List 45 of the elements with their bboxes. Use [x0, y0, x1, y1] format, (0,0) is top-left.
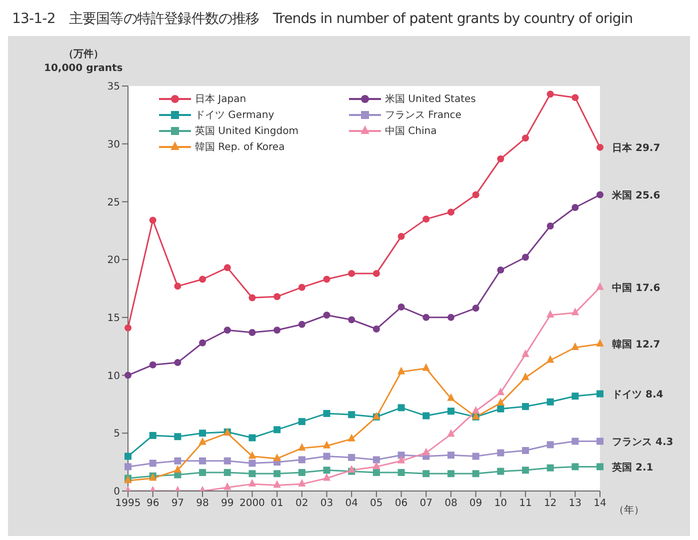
x-tick-label: 1995 — [115, 498, 141, 510]
annotation: 英国 2.1 — [611, 461, 654, 474]
y-tick-label: 0 — [114, 486, 120, 498]
x-tick-label: 03 — [320, 498, 334, 510]
x-tick-label: 12 — [544, 498, 557, 510]
x-tick-label: 11 — [519, 498, 532, 510]
x-tick-label: 06 — [394, 498, 408, 510]
x-tick-label: 96 — [146, 498, 160, 510]
annotation: 米国 25.6 — [611, 189, 660, 202]
x-tick-label: 04 — [345, 498, 358, 510]
x-tick-label: 99 — [221, 498, 234, 510]
y-tick-label: 15 — [107, 312, 120, 324]
annotation: 日本 29.7 — [612, 142, 660, 154]
x-tick-label: 08 — [444, 498, 458, 510]
annotation: フランス 4.3 — [612, 436, 674, 448]
y-axis-title: （万件） 10,000 grants — [44, 48, 123, 76]
x-tick-label: 09 — [469, 498, 482, 510]
y-tick-label: 30 — [107, 139, 120, 150]
annotation: 中国 17.6 — [612, 282, 660, 294]
legend-label: ドイツ Germany — [195, 109, 274, 122]
x-tick-label: 13 — [568, 498, 582, 510]
y-tick-label: 5 — [114, 428, 120, 440]
legend-label: 米国 United States — [385, 92, 476, 106]
legend-label: 日本 Japan — [195, 92, 246, 106]
x-tick-label: 10 — [494, 498, 507, 510]
annotation: 韓国 12.7 — [612, 338, 660, 351]
x-tick-label: 05 — [370, 498, 383, 510]
chart-title: 13-1-2 主要国等の特許登録件数の推移 Trends in number of patent grants by country of origin — [11, 10, 634, 29]
legend-label: 英国 United Kingdom — [195, 124, 298, 138]
x-tick-label: 07 — [420, 498, 432, 510]
y-tick-label: 10 — [107, 370, 120, 382]
y-tick-label: 20 — [107, 255, 120, 266]
x-tick-label: 2000 — [239, 498, 265, 510]
legend-label: 韓国 Rep. of Korea — [195, 140, 285, 154]
annotation: ドイツ 8.4 — [612, 389, 664, 400]
x-tick-label: 14 — [594, 498, 606, 510]
x-tick-label: 97 — [171, 498, 184, 510]
legend-label: フランス France — [385, 109, 462, 122]
x-tick-label: 98 — [196, 498, 209, 510]
y-tick-label: 25 — [107, 197, 120, 208]
x-tick-label: 01 — [270, 498, 284, 510]
legend-label: 中国 China — [385, 124, 437, 138]
x-axis-title: （年） — [614, 504, 644, 517]
x-tick-label: 02 — [296, 498, 308, 510]
y-tick-label: 35 — [107, 82, 120, 93]
